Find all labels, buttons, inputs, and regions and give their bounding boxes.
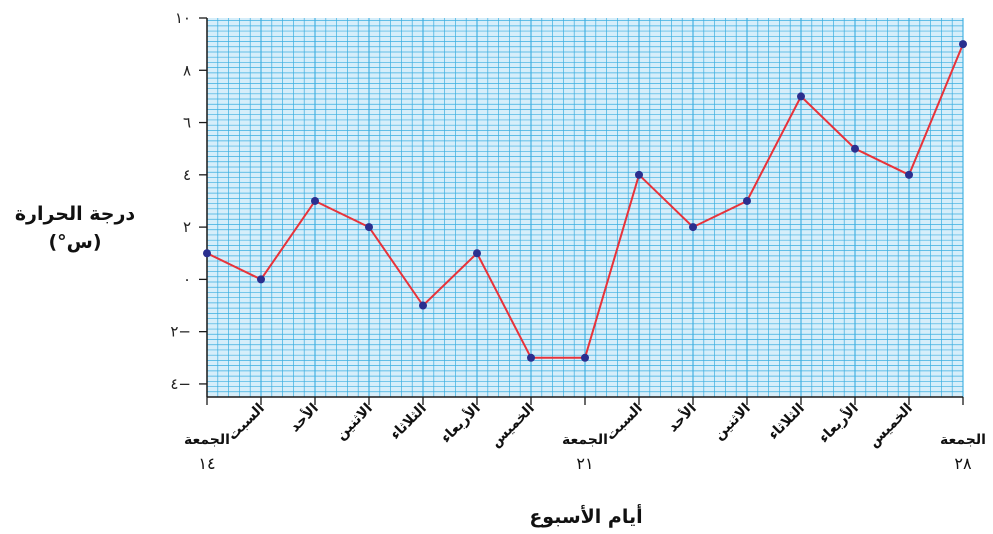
y-tick-label: ٢ [183,218,191,236]
x-category-label: الجمعة [562,432,608,448]
data-point [743,196,751,205]
data-point [473,249,481,258]
x-category-label: الجمعة [940,432,986,448]
x-category-label: الأحد [664,400,700,436]
data-point [527,353,535,362]
x-axis-label: أيام الأسبوع [529,504,642,528]
chart-axes [199,17,964,405]
data-point [419,301,427,310]
x-date-label: ١٤ [198,454,215,473]
y-axis-label-line-2: (°س) [48,231,101,253]
chart-grid [206,18,964,398]
data-point [311,196,319,205]
data-point [689,223,697,232]
x-category-label: الأربعاء [437,400,484,447]
y-tick-label: ٤ [183,166,191,184]
data-point [203,249,211,258]
data-point [797,92,805,101]
y-tick-label: ٠ [183,270,191,288]
y-axis-label-line-1: درجة الحرارة [15,203,136,225]
y-tick-label: ٤− [170,375,191,393]
data-point [365,223,373,232]
data-point [905,170,913,179]
data-point [635,170,643,179]
x-date-label: ٢٨ [954,454,972,473]
data-point [851,144,859,153]
data-point [257,275,265,284]
x-category-label: السبت [603,401,646,444]
x-category-label: الاثنين [333,401,376,444]
temperature-series [203,40,967,362]
y-tick-label: ١٠ [175,9,191,27]
y-tick-label: ٢− [170,323,191,341]
x-category-label: الثلاثاء [387,401,429,443]
y-tick-label: ٨ [183,61,191,79]
x-category-label: السبت [225,401,268,444]
data-point [581,353,589,362]
x-category-label: الجمعة [184,432,230,448]
x-category-label: الأربعاء [815,400,862,447]
x-category-label: الأحد [286,400,322,436]
x-category-label: الثلاثاء [765,401,807,443]
data-point [959,40,967,49]
x-date-label: ٢١ [576,454,593,473]
x-category-label: الخميس [866,401,916,451]
x-category-label: الاثنين [711,401,754,444]
x-category-label: الخميس [488,401,538,451]
y-tick-label: ٦ [183,114,191,132]
